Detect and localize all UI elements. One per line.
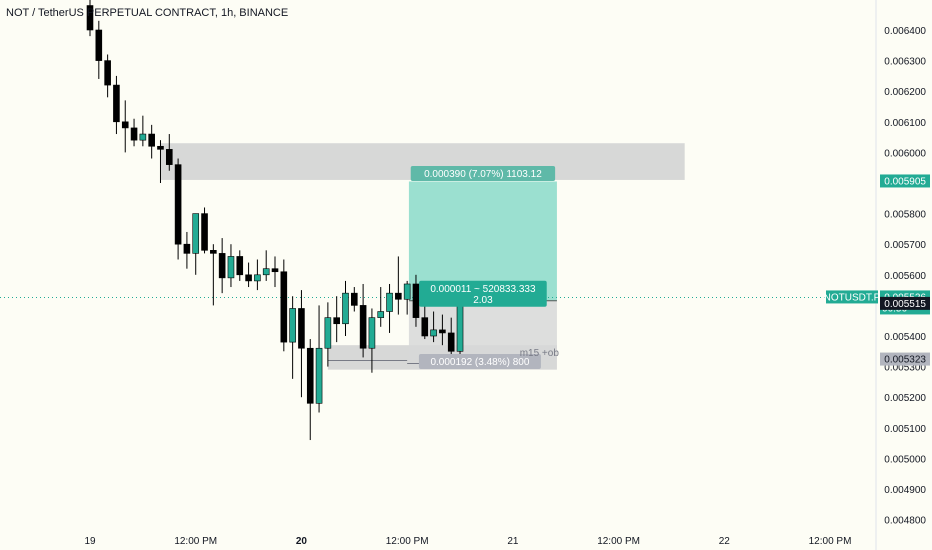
chart-annotation: m15 +ob bbox=[520, 348, 560, 359]
candle-body[interactable] bbox=[201, 213, 208, 251]
chart-title: NOT / TetherUS PERPETUAL CONTRACT, 1h, B… bbox=[6, 7, 289, 19]
candle-body[interactable] bbox=[218, 253, 226, 279]
candle-body[interactable] bbox=[386, 292, 393, 312]
position-target-label: 0.000390 (7.07%) 1103.12 bbox=[424, 169, 542, 180]
position-center-label-bg bbox=[419, 280, 547, 307]
symbol-tag: NOTUSDT.P bbox=[824, 292, 881, 303]
y-tick-label: 0.006100 bbox=[884, 118, 926, 129]
price-label-bg bbox=[880, 174, 930, 188]
candle-body[interactable] bbox=[421, 317, 429, 337]
x-tick-label: 19 bbox=[84, 536, 96, 547]
price-label: 0.005515 bbox=[884, 299, 926, 310]
y-tick-label: 0.005200 bbox=[884, 393, 926, 404]
y-tick-label: 0.006400 bbox=[884, 26, 926, 37]
x-tick-label: 12:00 PM bbox=[597, 536, 640, 547]
price-label-bg bbox=[880, 352, 930, 366]
candle-body[interactable] bbox=[165, 149, 173, 165]
candle-body[interactable] bbox=[86, 5, 94, 31]
y-tick-label: 0.005600 bbox=[884, 271, 926, 282]
candle-body[interactable] bbox=[148, 133, 155, 147]
symbol-tag-bg bbox=[826, 290, 878, 304]
candle-body[interactable] bbox=[130, 127, 138, 141]
candle-body[interactable] bbox=[104, 60, 111, 86]
candle-body[interactable] bbox=[139, 133, 147, 141]
candle-body[interactable] bbox=[113, 84, 120, 123]
x-tick-label: 12:00 PM bbox=[809, 536, 852, 547]
y-tick-label: 0.005400 bbox=[884, 332, 926, 343]
candle-body[interactable] bbox=[95, 29, 103, 61]
position-stop-label-bg bbox=[418, 354, 541, 370]
candle-body[interactable] bbox=[315, 347, 323, 404]
position-stop-label: 0.000192 (3.48%) 800 bbox=[430, 357, 529, 368]
x-tick-label: 20 bbox=[296, 536, 308, 547]
y-tick-label: 0.004900 bbox=[884, 485, 926, 496]
position-target-label-bg bbox=[410, 165, 556, 181]
candle-body[interactable] bbox=[280, 271, 288, 343]
candle-body[interactable] bbox=[350, 292, 358, 306]
price-label: 0.005905 bbox=[884, 176, 926, 187]
position-center-label: 0.000011 ~ 520833.333 bbox=[430, 284, 536, 295]
candle-body[interactable] bbox=[306, 347, 314, 404]
candle-body[interactable] bbox=[430, 329, 437, 337]
candle-body[interactable] bbox=[403, 283, 411, 300]
candle-body[interactable] bbox=[359, 305, 367, 349]
y-tick-label: 0.005300 bbox=[884, 363, 926, 374]
candle-body[interactable] bbox=[439, 329, 446, 334]
candle-body[interactable] bbox=[183, 243, 191, 254]
candle-body[interactable] bbox=[289, 308, 296, 343]
candle-body[interactable] bbox=[395, 292, 402, 300]
price-label: 0.005323 bbox=[884, 355, 926, 366]
y-tick-label: 0.006000 bbox=[884, 148, 926, 159]
y-tick-label: 0.005000 bbox=[884, 454, 926, 465]
candle-body[interactable] bbox=[210, 250, 217, 254]
candle-body[interactable] bbox=[368, 317, 376, 349]
candle-body[interactable] bbox=[342, 292, 349, 325]
candle-body[interactable] bbox=[447, 332, 455, 352]
candle-body[interactable] bbox=[333, 317, 340, 325]
candle-body[interactable] bbox=[121, 121, 129, 129]
x-tick-label: 22 bbox=[719, 536, 731, 547]
y-tick-label: 0.004800 bbox=[884, 516, 926, 527]
y-tick-label: 0.006200 bbox=[884, 87, 926, 98]
x-tick-label: 12:00 PM bbox=[386, 536, 429, 547]
candle-body[interactable] bbox=[192, 213, 200, 254]
y-tick-label: 0.005800 bbox=[884, 210, 926, 221]
candle-body[interactable] bbox=[262, 268, 270, 276]
x-tick-label: 12:00 PM bbox=[174, 536, 217, 547]
y-tick-label: 0.006300 bbox=[884, 57, 926, 68]
candle-body[interactable] bbox=[174, 164, 182, 245]
candle-body[interactable] bbox=[271, 268, 279, 273]
y-tick-label: 0.005700 bbox=[884, 240, 926, 251]
candle-body[interactable] bbox=[298, 308, 305, 349]
candle-body[interactable] bbox=[324, 317, 332, 349]
y-tick-label: 0.005100 bbox=[884, 424, 926, 435]
candle-body[interactable] bbox=[245, 274, 252, 282]
price-label-bg bbox=[880, 296, 930, 310]
candle-body[interactable] bbox=[157, 145, 164, 150]
candle-body[interactable] bbox=[227, 256, 235, 279]
candle-body[interactable] bbox=[456, 298, 464, 352]
position-center-label: 2.03 bbox=[473, 295, 493, 306]
candle-body[interactable] bbox=[236, 256, 244, 276]
candle-body[interactable] bbox=[377, 311, 385, 318]
x-tick-label: 21 bbox=[507, 536, 519, 547]
candle-body[interactable] bbox=[254, 274, 261, 282]
candle-body[interactable] bbox=[412, 283, 420, 318]
